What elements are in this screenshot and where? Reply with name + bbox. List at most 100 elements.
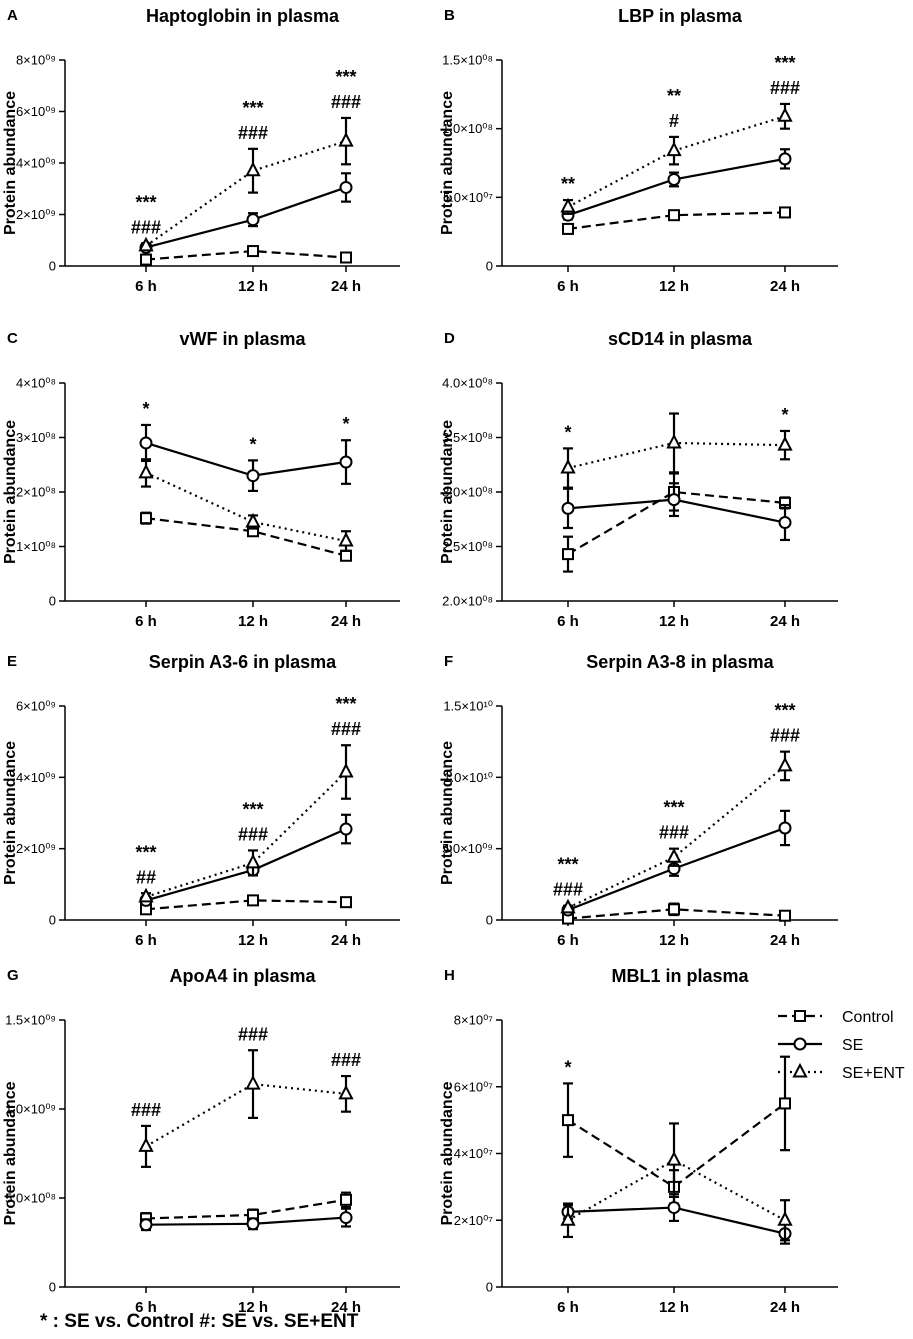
- y-tick-label: 4×10⁰⁸: [16, 376, 56, 391]
- panel-letter: G: [7, 967, 19, 984]
- series-se-ent: [138, 116, 354, 252]
- significance-label: ###: [331, 719, 361, 739]
- panel-h: H MBL1 in plasma Protein abundance 0 2×10⁰⁷ 4…: [439, 966, 838, 1316]
- significance-label: ***: [335, 67, 356, 87]
- y-axis-label: Protein abundance: [439, 1081, 456, 1225]
- significance-label: ***: [557, 855, 578, 875]
- data-point: [340, 1193, 352, 1206]
- x-tick-label: 6 h: [135, 278, 157, 295]
- legend-marker: [792, 1062, 808, 1078]
- y-tick-label: 1.0×10⁰⁸: [442, 121, 493, 136]
- data-point: [667, 493, 681, 507]
- panel-letter: D: [444, 330, 455, 347]
- y-tick-label: 5.0×10⁰⁹: [442, 841, 493, 856]
- data-point: [140, 512, 152, 525]
- panel-letter: H: [444, 967, 455, 984]
- y-tick-label: 0: [49, 913, 56, 928]
- x-tick-label: 6 h: [135, 932, 157, 949]
- series-se: [139, 423, 353, 493]
- data-point: [779, 206, 791, 219]
- y-tick-label: 6×10⁰⁹: [16, 699, 56, 714]
- x-tick-label: 24 h: [770, 932, 800, 949]
- panel-letter: C: [7, 330, 18, 347]
- y-tick-label: 6×10⁰⁷: [454, 1079, 493, 1094]
- y-tick-label: 6×10⁰⁹: [16, 104, 56, 119]
- data-point: [778, 152, 792, 166]
- y-tick-label: 1.0×10¹⁰: [443, 770, 493, 785]
- data-point: [340, 251, 352, 264]
- data-point: [139, 436, 153, 450]
- significance-label: *: [342, 414, 349, 434]
- y-tick-label: 8×10⁰⁹: [16, 53, 56, 68]
- data-point: [668, 209, 680, 222]
- x-tick-label: 12 h: [659, 1299, 689, 1316]
- series-se: [561, 148, 792, 222]
- data-point: [666, 433, 682, 449]
- data-point: [778, 821, 792, 835]
- series-control: [562, 472, 791, 573]
- significance-label: ##: [136, 867, 156, 887]
- panel-title: Serpin A3-6 in plasma: [149, 652, 337, 672]
- y-tick-label: 2.0×10⁰⁸: [442, 594, 493, 609]
- legend: Control SE SE+ENT: [778, 1009, 905, 1082]
- data-point: [338, 131, 354, 147]
- series-control: [562, 902, 791, 925]
- y-tick-label: 2.5×10⁰⁸: [442, 539, 493, 554]
- data-point: [247, 894, 259, 907]
- series-se: [139, 172, 353, 254]
- x-tick-label: 24 h: [331, 932, 361, 949]
- y-tick-label: 4.0×10⁰⁸: [442, 376, 493, 391]
- significance-label: ###: [553, 880, 583, 900]
- data-point: [561, 501, 575, 515]
- x-tick-label: 12 h: [659, 278, 689, 295]
- data-point: [246, 469, 260, 483]
- y-axis-label: Protein abundance: [2, 1081, 19, 1225]
- series-se-ent: [138, 744, 354, 903]
- x-tick-label: 24 h: [331, 278, 361, 295]
- panel-title: LBP in plasma: [618, 6, 743, 26]
- series-line: [145, 186, 347, 249]
- y-tick-label: 5.0×10⁰⁷: [443, 190, 493, 205]
- data-point: [340, 896, 352, 909]
- data-point: [245, 1074, 261, 1090]
- significance-label: **: [667, 86, 681, 106]
- data-point: [245, 853, 261, 869]
- significance-label: ***: [774, 53, 795, 73]
- panel-title: Serpin A3-8 in plasma: [586, 652, 774, 672]
- significance-label: *: [142, 399, 149, 419]
- x-tick-label: 12 h: [659, 932, 689, 949]
- panel-letter: B: [444, 7, 455, 24]
- y-tick-label: 5.0×10⁰⁸: [5, 1191, 56, 1206]
- x-tick-label: 6 h: [135, 1299, 157, 1316]
- y-tick-label: 3.5×10⁰⁸: [442, 430, 493, 445]
- data-point: [247, 245, 259, 258]
- data-point: [246, 213, 260, 227]
- data-point: [777, 756, 793, 772]
- x-tick-label: 24 h: [770, 278, 800, 295]
- series-se-ent: [560, 1122, 793, 1242]
- significance-label: ###: [131, 1100, 161, 1120]
- series-se-ent: [560, 102, 793, 215]
- y-tick-label: 2×10⁰⁷: [454, 1213, 493, 1228]
- significance-label: ***: [135, 842, 156, 862]
- legend-label: SE: [842, 1037, 863, 1054]
- y-tick-label: 0: [486, 1280, 493, 1295]
- x-tick-label: 12 h: [238, 1299, 268, 1316]
- panel-title: sCD14 in plasma: [608, 329, 753, 349]
- panel-title: ApoA4 in plasma: [169, 966, 316, 986]
- series-line: [145, 899, 347, 911]
- y-tick-label: 4×10⁰⁹: [16, 156, 56, 171]
- y-axis-label: Protein abundance: [439, 741, 456, 885]
- series-se-ent: [560, 412, 793, 489]
- data-point: [339, 180, 353, 194]
- y-tick-label: 0: [49, 1280, 56, 1295]
- y-tick-label: 3.0×10⁰⁸: [442, 485, 493, 500]
- data-point: [140, 253, 152, 266]
- data-point: [245, 512, 261, 528]
- y-tick-label: 3×10⁰⁸: [16, 430, 56, 445]
- data-point: [779, 1097, 791, 1110]
- data-point: [778, 516, 792, 530]
- legend-marker: [793, 1037, 807, 1051]
